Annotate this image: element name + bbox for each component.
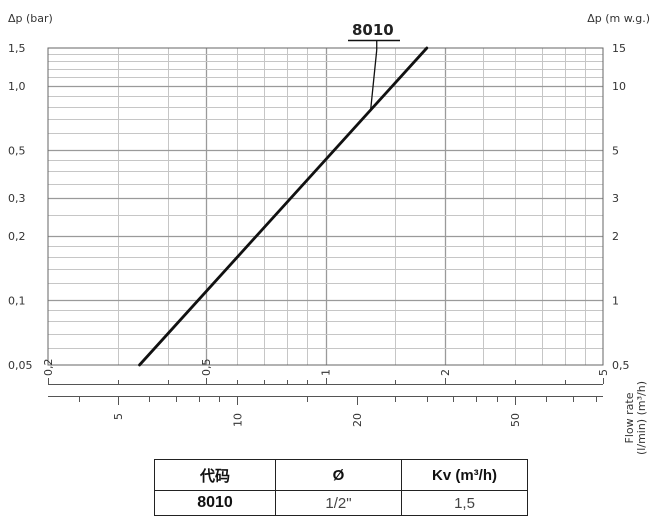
y-right-tick-label: 5 (612, 144, 619, 157)
y-right-tick-label: 15 (612, 42, 626, 55)
header-diameter: Ø (275, 459, 402, 491)
plot-frame (47, 47, 604, 366)
x-top-tick-label: 2 (439, 369, 452, 376)
axis-label-line-2: (l/min) (m³/h) (635, 381, 648, 455)
y-right-title: Δp (m w.g.) (587, 12, 650, 25)
table-header-row: 代码 Ø Kv (m³/h) (154, 459, 528, 491)
table-row: 8010 1/2" 1,5 (154, 490, 528, 516)
y-right-tick-label: 3 (612, 192, 619, 205)
cell-diameter: 1/2" (275, 490, 402, 516)
axis-label-line-1: Flow rate (623, 392, 636, 443)
y-right-tick-label: 1 (612, 294, 619, 307)
x-top-tick-label: 5 (597, 369, 610, 376)
series-leader-line (370, 49, 378, 110)
x-top-tick-label: 1 (320, 369, 333, 376)
series-group: 8010 (138, 21, 429, 367)
header-code: 代码 (154, 459, 276, 491)
y-right-tick-label: 2 (612, 230, 619, 243)
x-bottom-tick-label: 5 (112, 413, 125, 420)
y-left-tick-label: 1,0 (8, 80, 26, 93)
x-top-tick-label: 0,5 (200, 359, 213, 377)
y-right-tick-label: 0,5 (612, 359, 630, 372)
y-left-title: Δp (bar) (8, 12, 53, 25)
series-line-8010 (138, 46, 429, 367)
x-bottom-tick-label: 10 (231, 413, 244, 427)
y-left-tick-label: 0,3 (8, 192, 26, 205)
spec-table: 代码 Ø Kv (m³/h) 8010 1/2" 1,5 (154, 459, 528, 516)
cell-code: 8010 (154, 490, 276, 516)
cell-kv: 1,5 (401, 490, 528, 516)
y-left-tick-label: 0,5 (8, 144, 26, 157)
y-right-tick-label: 10 (612, 80, 626, 93)
chart-grid (48, 48, 603, 365)
x-top-tick-label: 0,2 (42, 359, 55, 377)
y-left-tick-label: 0,05 (8, 359, 33, 372)
y-left-tick-label: 1,5 (8, 42, 26, 55)
y-left-tick-label: 0,1 (8, 294, 26, 307)
header-kv: Kv (m³/h) (401, 459, 528, 491)
x-bottom-tick-label: 20 (351, 413, 364, 427)
series-label: 8010 (352, 21, 394, 39)
y-left-tick-label: 0,2 (8, 230, 26, 243)
x-bottom-tick-label: 50 (509, 413, 522, 427)
